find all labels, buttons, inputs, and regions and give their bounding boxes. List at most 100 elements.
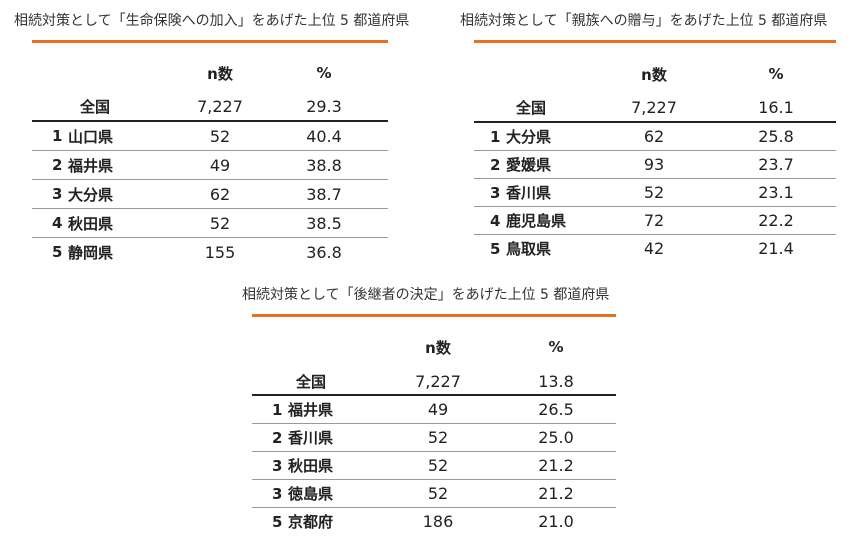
n-value: 49 (427, 400, 449, 419)
pct-value: 36.8 (306, 242, 342, 262)
col-header-n: n数 (425, 338, 451, 357)
prefecture-name: 大分県 (68, 185, 114, 204)
rank-cell: 1 大分県 (490, 123, 551, 150)
rank-cell: 3 徳島県 (272, 480, 333, 507)
col-header-pct: % (316, 64, 332, 82)
table-row: 1 福井県 49 26.5 (252, 396, 616, 424)
rank-number: 2 (490, 155, 501, 174)
table-row: 5 鳥取県 42 21.4 (474, 235, 836, 262)
total-n: 7,227 (415, 371, 461, 391)
pct-value: 21.2 (538, 484, 574, 503)
table-row: 3 徳島県 52 21.2 (252, 480, 616, 508)
table-row: 5 静岡県 155 36.8 (32, 238, 388, 266)
table-row-total: 全国 7,227 16.1 (474, 94, 836, 123)
rank-number: 3 (490, 183, 501, 202)
title-underline (252, 314, 616, 317)
rank-cell: 5 京都府 (272, 508, 333, 535)
pct-value: 38.5 (306, 213, 342, 233)
table-row: 2 福井県 49 38.8 (32, 151, 388, 180)
table-row-total: 全国 7,227 29.3 (32, 92, 388, 122)
prefecture-name: 福井県 (288, 401, 334, 419)
panel-title: 相続対策として「親族への贈与」をあげた上位 5 都道府県 (460, 13, 828, 29)
rank-cell: 2 福井県 (52, 151, 113, 179)
prefecture-name: 静岡県 (68, 243, 114, 262)
table-row: 2 愛媛県 93 23.7 (474, 151, 836, 179)
prefecture-name: 香川県 (288, 429, 334, 447)
n-value: 42 (643, 239, 665, 258)
rank-number: 1 (490, 127, 501, 146)
prefecture-name: 秋田県 (68, 214, 114, 233)
total-n: 7,227 (631, 98, 677, 117)
rank-cell: 3 香川県 (490, 179, 551, 206)
pct-value: 22.2 (758, 211, 794, 230)
n-value: 52 (209, 213, 231, 233)
prefecture-name: 京都府 (288, 513, 334, 531)
n-value: 93 (643, 155, 665, 174)
total-pct: 29.3 (306, 96, 342, 116)
table-row: 3 香川県 52 23.1 (474, 179, 836, 207)
table-row: 3 秋田県 52 21.2 (252, 452, 616, 480)
total-pct: 13.8 (538, 371, 574, 391)
rank-number: 1 (272, 400, 283, 419)
n-value: 52 (427, 484, 449, 503)
rank-number: 3 (272, 484, 283, 503)
rank-cell: 5 鳥取県 (490, 235, 551, 262)
n-value: 52 (209, 126, 231, 146)
total-n: 7,227 (197, 96, 243, 116)
panel-title: 相続対策として「生命保険への加入」をあげた上位 5 都道府県 (14, 13, 410, 29)
table-row: 1 山口県 52 40.4 (32, 122, 388, 151)
n-value: 52 (427, 456, 449, 475)
pct-value: 21.2 (538, 456, 574, 475)
col-header-pct: % (548, 338, 564, 356)
table-row: 5 京都府 186 21.0 (252, 508, 616, 535)
n-value: 186 (422, 512, 454, 531)
rank-cell: 4 秋田県 (52, 209, 113, 237)
table-header-row: n数 % (32, 54, 388, 92)
rank-number: 3 (52, 185, 63, 203)
pct-value: 38.7 (306, 184, 342, 204)
prefecture-name: 福井県 (68, 156, 114, 175)
rank-number: 4 (52, 214, 63, 232)
rank-cell: 2 愛媛県 (490, 151, 551, 178)
table-row: 2 香川県 52 25.0 (252, 424, 616, 452)
pct-value: 25.0 (538, 428, 574, 447)
total-label: 全国 (516, 99, 547, 117)
rank-cell: 5 静岡県 (52, 238, 113, 266)
title-underline (474, 40, 836, 43)
rank-cell: 3 大分県 (52, 180, 113, 208)
title-underline (32, 40, 388, 43)
col-header-pct: % (768, 65, 784, 83)
prefecture-name: 香川県 (506, 184, 552, 202)
rank-number: 4 (490, 211, 501, 230)
n-value: 155 (204, 242, 236, 262)
n-value: 62 (209, 184, 231, 204)
total-label: 全国 (80, 97, 111, 116)
rank-number: 2 (52, 156, 63, 174)
n-value: 72 (643, 211, 665, 230)
rank-cell: 1 山口県 (52, 122, 113, 150)
prefecture-name: 鳥取県 (506, 240, 552, 258)
panel-gift-to-relatives: 相続対策として「親族への贈与」をあげた上位 5 都道府県 n数 % 全国 7,2… (460, 10, 844, 270)
prefecture-name: 大分県 (506, 128, 552, 146)
rank-cell: 3 秋田県 (272, 452, 333, 479)
pct-value: 21.0 (538, 512, 574, 531)
rank-number: 5 (52, 243, 63, 261)
rank-cell: 2 香川県 (272, 424, 333, 451)
rank-number: 2 (272, 428, 283, 447)
col-header-n: n数 (641, 65, 667, 84)
col-header-n: n数 (207, 64, 233, 83)
table-row: 4 鹿児島県 72 22.2 (474, 207, 836, 235)
pct-value: 26.5 (538, 400, 574, 419)
panel-title: 相続対策として「後継者の決定」をあげた上位 5 都道府県 (242, 287, 610, 303)
prefecture-name: 鹿児島県 (506, 212, 567, 230)
prefecture-name: 徳島県 (288, 485, 334, 503)
rank-number: 5 (490, 239, 501, 258)
table-row: 4 秋田県 52 38.5 (32, 209, 388, 238)
total-pct: 16.1 (758, 98, 794, 117)
pct-value: 40.4 (306, 126, 342, 146)
pct-value: 38.8 (306, 155, 342, 175)
pct-value: 23.1 (758, 183, 794, 202)
rank-cell: 1 福井県 (272, 396, 333, 423)
pct-value: 23.7 (758, 155, 794, 174)
total-label: 全国 (296, 372, 327, 391)
